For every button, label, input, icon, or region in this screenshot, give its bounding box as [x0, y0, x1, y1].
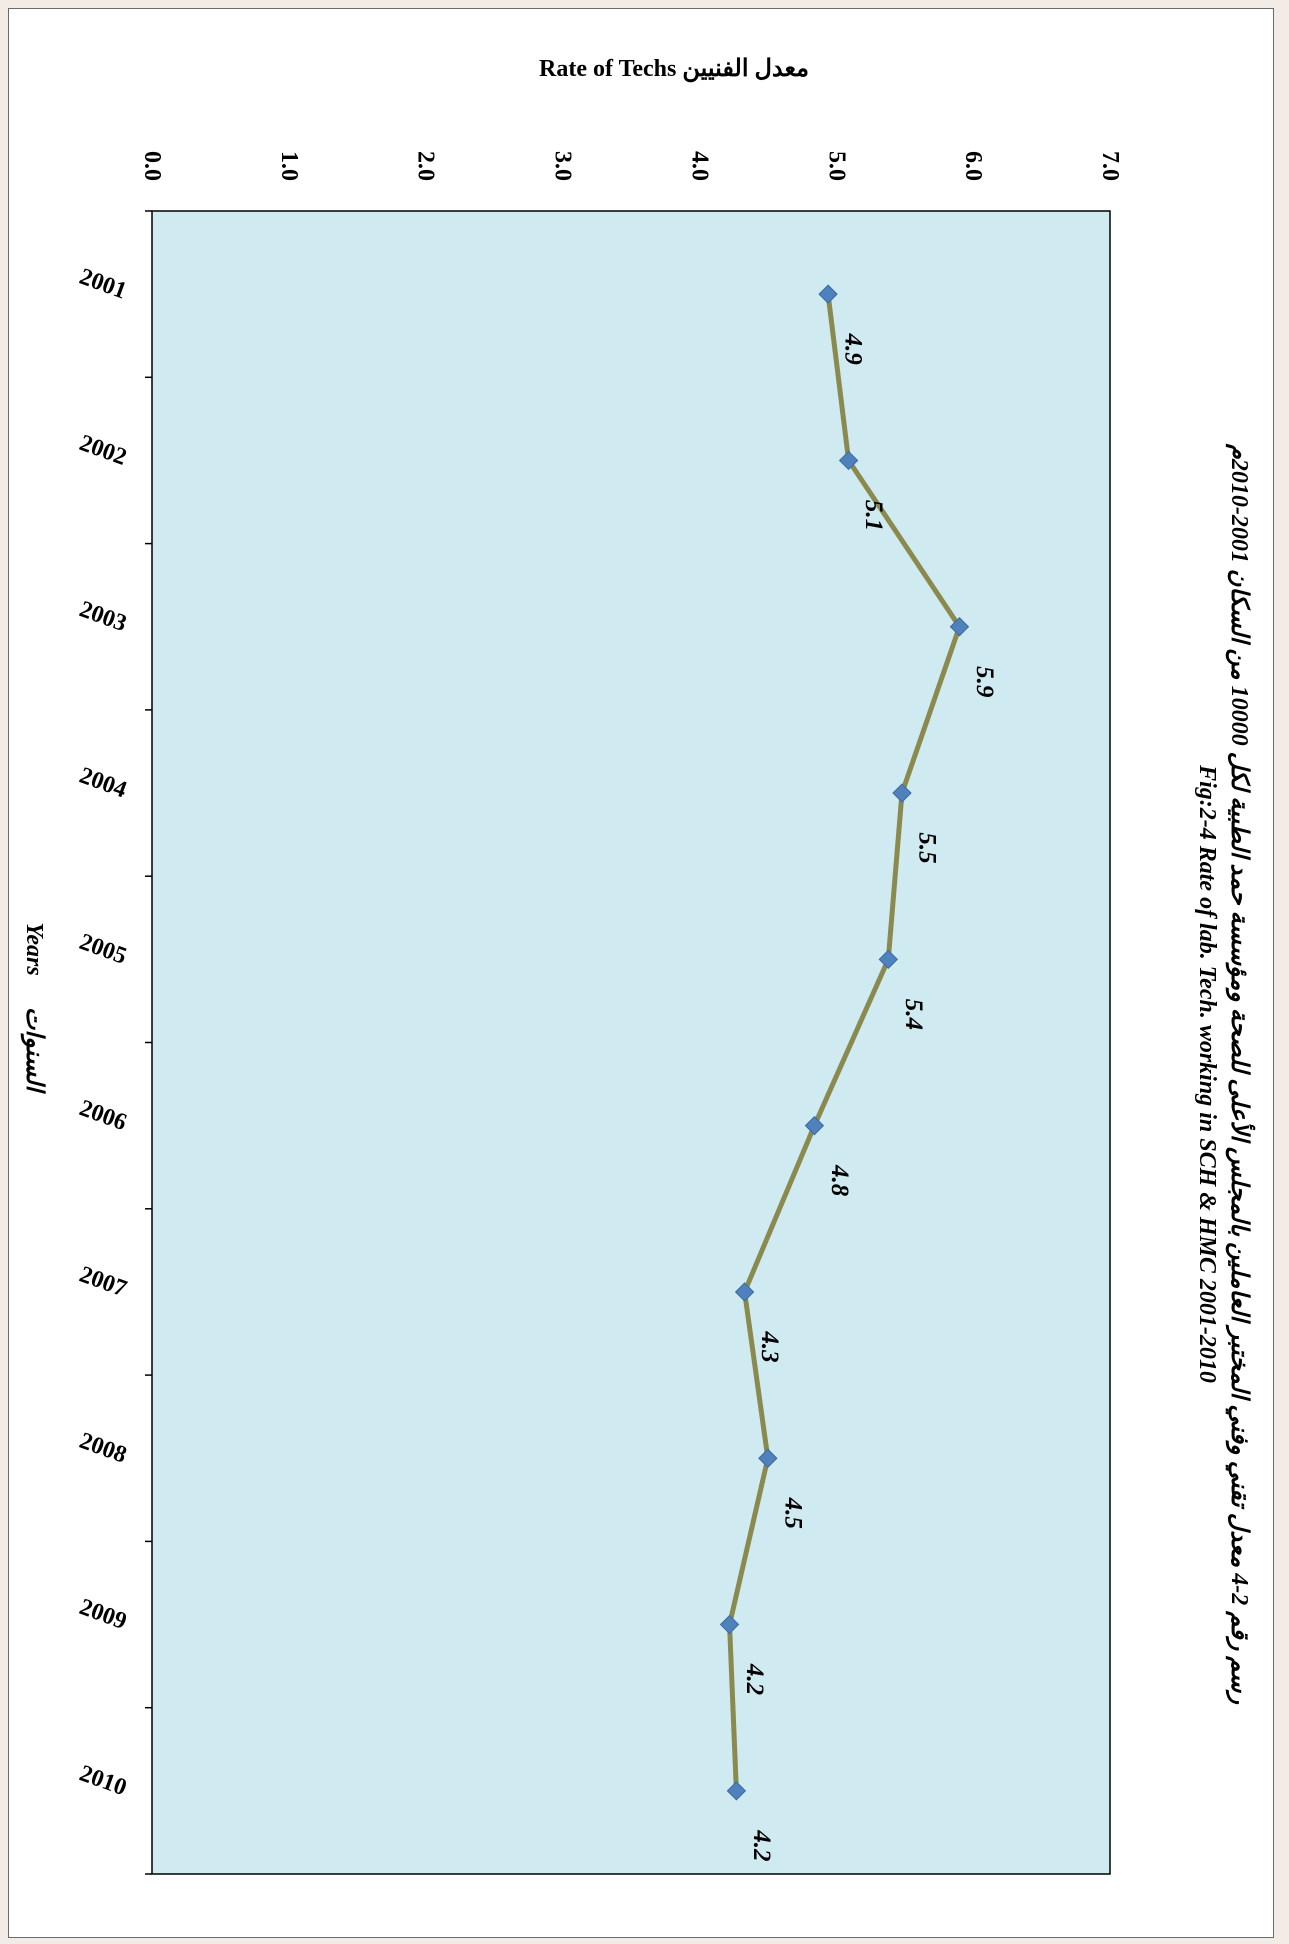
- value-tick-label: 0.0: [139, 151, 165, 181]
- value-tick-label: 3.0: [550, 151, 576, 181]
- data-label: 4.8: [826, 1164, 853, 1197]
- value-tick-label: 2.0: [413, 151, 439, 181]
- data-point-marker: [758, 1448, 778, 1468]
- value-axis-ticks: 0.0 1.0 2.0 3.0 4.0 5.0 6.0 7.0: [139, 151, 1123, 181]
- value-tick-label: 4.0: [686, 151, 712, 181]
- data-point-marker: [878, 949, 898, 970]
- chart-title-english: Fig:2-4 Rate of lab. Tech. working in SC…: [1194, 764, 1220, 1383]
- data-label: 4.2: [748, 1829, 775, 1861]
- category-axis-title-arabic: السنوات: [20, 1007, 47, 1095]
- data-label: 4.3: [756, 1330, 783, 1362]
- category-tick-label: 2009: [76, 1594, 130, 1635]
- data-label: 5.1: [860, 500, 887, 531]
- line-chart: 0.0 1.0 2.0 3.0 4.0 5.0 6.0 7.0 200120022003200…: [20, 56, 1256, 1875]
- data-labels: 4.9 5.1 5.9 5.5 5.4 4.8 4.3 4.5 4.2 4.2: [741, 333, 998, 1862]
- plot-area: [151, 210, 1111, 1875]
- data-label: 5.9: [971, 666, 998, 698]
- category-tick-label: 2006: [76, 1095, 130, 1136]
- category-tick-label: 2004: [76, 763, 130, 804]
- category-axis-ticks: 2001 2002 2003 2004 2005 2006 2007 2008 2009 2010: [76, 210, 152, 1875]
- series-line: [727, 293, 962, 1791]
- data-point-marker: [892, 783, 912, 803]
- value-tick-label: 5.0: [823, 151, 849, 181]
- chart-title-arabic: رسم رقم 2-4 معدل تقني وفني المختبر العام…: [1225, 443, 1256, 1704]
- category-tick-label: 2005: [76, 929, 130, 970]
- data-point-marker: [719, 1614, 740, 1635]
- category-tick-label: 2007: [76, 1262, 130, 1303]
- data-point-marker: [734, 1282, 755, 1302]
- category-tick-label: 2008: [76, 1428, 130, 1469]
- value-axis-title: Rate of Techs معدل الفنيين: [539, 56, 809, 83]
- category-tick-label: 2003: [76, 596, 130, 637]
- data-point-marker: [804, 1115, 825, 1136]
- value-tick-label: 1.0: [276, 151, 302, 181]
- data-point-marker: [838, 450, 859, 471]
- category-tick-label: 2002: [76, 430, 130, 471]
- value-tick-label: 7.0: [1097, 151, 1123, 181]
- data-label: 5.5: [913, 832, 940, 863]
- series-layer: [719, 284, 970, 1801]
- data-label: 4.9: [840, 333, 867, 366]
- chart-frame: 0.0 1.0 2.0 3.0 4.0 5.0 6.0 7.0 2001 2002 2003 200…: [8, 8, 1274, 1938]
- data-label: 5.4: [900, 999, 927, 1030]
- category-tick-label: 2001: [76, 264, 130, 305]
- data-point-marker: [949, 617, 970, 637]
- data-point-marker: [726, 1781, 747, 1801]
- data-label: 4.2: [741, 1663, 768, 1695]
- data-label: 4.5: [779, 1497, 806, 1529]
- data-point-marker: [818, 284, 838, 304]
- value-tick-label: 6.0: [960, 151, 986, 181]
- category-tick-label: 2010: [76, 1760, 130, 1801]
- category-axis-title-english: Years: [21, 922, 47, 975]
